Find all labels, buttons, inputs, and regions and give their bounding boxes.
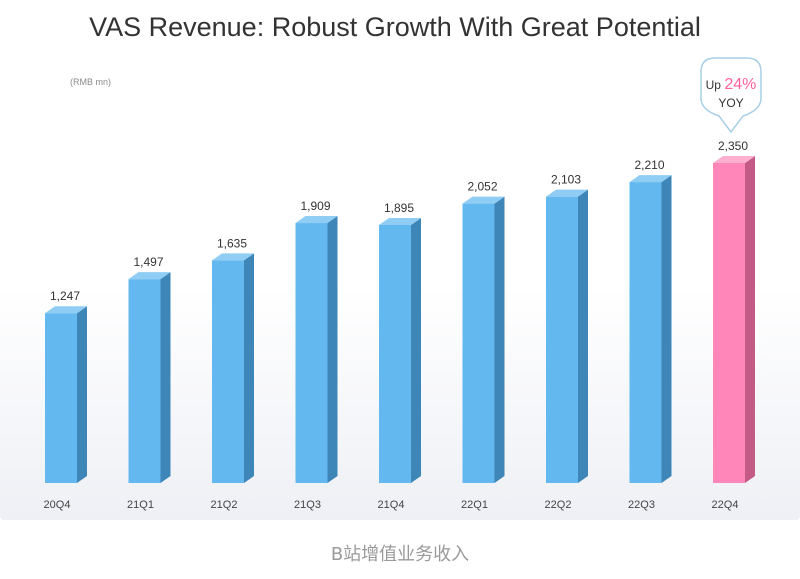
x-tick-label: 22Q2 <box>545 499 572 511</box>
bar-front <box>128 279 161 483</box>
x-tick-label: 22Q4 <box>712 499 739 511</box>
bar-side <box>77 306 87 483</box>
bar-21Q2 <box>212 253 254 483</box>
bar-side <box>745 156 755 483</box>
value-label: 1,909 <box>300 199 330 213</box>
value-label: 1,635 <box>217 236 247 250</box>
callout-suffix: YOY <box>718 96 743 110</box>
bar-top <box>462 196 505 204</box>
bar-front <box>462 203 495 483</box>
bar-top <box>45 306 87 314</box>
bar-front <box>713 163 745 483</box>
bar-side <box>494 196 505 483</box>
callout-bubble <box>700 57 762 134</box>
value-label: 1,497 <box>133 255 163 269</box>
bar-side <box>411 217 421 483</box>
bar-front <box>629 182 662 483</box>
bar-21Q4 <box>379 217 421 483</box>
bar-side <box>327 216 338 483</box>
bar-20Q4 <box>45 306 87 483</box>
bar-top <box>295 216 338 224</box>
bar-side <box>578 189 588 484</box>
bar-top <box>629 175 672 183</box>
x-tick-label: 20Q4 <box>44 499 71 511</box>
x-tick-label: 21Q2 <box>211 499 238 511</box>
bar-front <box>45 313 77 483</box>
bar-top <box>713 156 755 163</box>
bar-front <box>295 223 328 483</box>
bar-21Q1 <box>128 272 171 483</box>
bar-top <box>379 217 421 225</box>
bar-front <box>379 224 411 483</box>
value-label: 2,052 <box>467 180 497 194</box>
unit-label: (RMB mn) <box>70 77 111 87</box>
value-label: 2,350 <box>718 139 748 153</box>
bar-22Q4 <box>713 156 755 483</box>
bar-side <box>244 253 254 483</box>
bar-22Q1 <box>462 196 505 483</box>
x-tick-label: 22Q1 <box>461 499 488 511</box>
callout-growth-text: Up 24% <box>706 76 757 93</box>
bar-top <box>128 272 171 280</box>
bar-22Q3 <box>629 175 672 483</box>
x-tick-label: 22Q3 <box>628 499 655 511</box>
bar-21Q3 <box>295 216 338 483</box>
bar-top <box>212 253 254 261</box>
bar-chart: 1,247 20Q4 1,497 21Q1 1,635 21Q2 1,909 21Q3 1,89… <box>44 57 762 511</box>
yoy-callout: Up 24% YOY <box>700 57 762 134</box>
chart-slide: VAS Revenue: Robust Growth With Great Po… <box>0 0 800 520</box>
chart-title: VAS Revenue: Robust Growth With Great Po… <box>89 12 701 42</box>
bar-side <box>661 175 672 483</box>
bar-side <box>160 272 171 483</box>
bar-front <box>546 196 578 484</box>
image-caption: B站增值业务收入 <box>330 544 470 565</box>
value-label: 2,210 <box>634 158 664 172</box>
callout-highlight: 24% <box>724 76 756 93</box>
bar-front <box>212 260 244 483</box>
value-label: 1,247 <box>50 289 80 303</box>
callout-prefix: Up <box>706 78 725 92</box>
x-tick-label: 21Q4 <box>378 499 405 511</box>
bar-22Q2 <box>546 189 588 484</box>
x-tick-label: 21Q1 <box>127 499 154 511</box>
value-label: 2,103 <box>551 173 581 187</box>
bar-top <box>546 189 588 197</box>
x-tick-label: 21Q3 <box>294 499 321 511</box>
value-label: 1,895 <box>384 201 414 215</box>
